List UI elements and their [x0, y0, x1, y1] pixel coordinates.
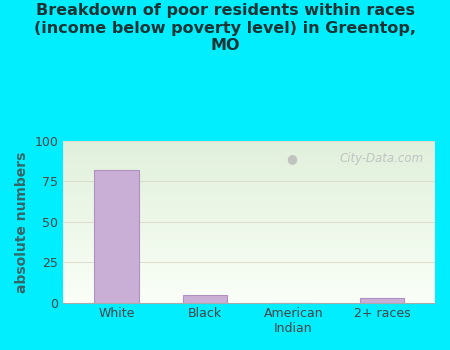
Bar [183, 295, 227, 303]
Text: ●: ● [286, 152, 297, 165]
Text: City-Data.com: City-Data.com [340, 152, 424, 165]
Y-axis label: absolute numbers: absolute numbers [15, 151, 29, 293]
Text: Breakdown of poor residents within races
(income below poverty level) in Greento: Breakdown of poor residents within races… [34, 4, 416, 53]
Bar [94, 170, 139, 303]
Bar [360, 298, 404, 303]
